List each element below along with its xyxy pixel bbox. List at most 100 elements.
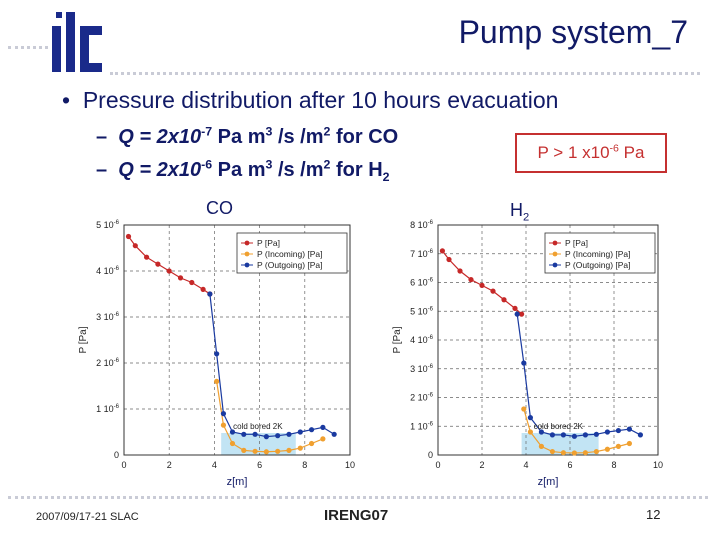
co-point-s1-3 — [241, 447, 247, 453]
h2-point-s0-2 — [457, 268, 463, 274]
co-point-s0-2 — [144, 254, 150, 260]
co-point-s0-5 — [177, 275, 184, 281]
h2-point-s1-2 — [538, 443, 544, 449]
h2-x-tick-2: 4 — [523, 460, 528, 470]
co-point-s2-12 — [331, 431, 337, 437]
h2-point-s2-1 — [521, 360, 527, 366]
h2-y-tick-2: 2 10-6 — [410, 393, 434, 403]
bullet-dot: • — [62, 87, 83, 113]
chart-h2: 0 2 4 6 8 10 0 1 10-6 2 10-6 3 10-6 4 10-6 5 10-6 6 … — [392, 220, 663, 488]
co-point-s1-6 — [275, 448, 281, 454]
h2-legend — [544, 232, 656, 274]
co-point-s1-10 — [320, 436, 326, 442]
h2-point-s1-6 — [582, 450, 588, 456]
co-point-s0-1 — [132, 243, 138, 249]
h2-point-s2-10 — [615, 427, 621, 434]
co-point-s0-4 — [166, 268, 172, 274]
co-point-s2-0 — [207, 291, 213, 297]
co-legend-marker-0 — [244, 240, 250, 246]
co-point-s2-3 — [229, 429, 236, 435]
h2-y-tick-7: 7 10-6 — [410, 249, 434, 259]
h2-series-line-2 — [516, 314, 641, 437]
footer-dots — [8, 496, 708, 499]
co-y-tick-1: 1 10-6 — [96, 404, 120, 414]
h2-point-s1-0 — [521, 406, 527, 412]
co-point-s1-0 — [214, 378, 220, 384]
h2-point-s0-6 — [501, 297, 507, 303]
h2-point-s2-12 — [637, 432, 643, 438]
h2-legend-marker-0 — [552, 240, 558, 246]
co-x-tick-1: 2 — [167, 460, 172, 470]
co-legend-label-0: P [Pa] — [257, 238, 280, 248]
h2-y-tick-1: 1 10-6 — [410, 421, 434, 431]
co-point-s1-8 — [297, 445, 303, 451]
h2-annotation: cold bored 2K — [534, 422, 584, 431]
co-point-s1-9 — [308, 440, 315, 447]
h2-point-s2-11 — [626, 426, 632, 432]
h2-y-tick-8: 8 10-6 — [410, 220, 434, 230]
co-annotation: cold bored 2K — [233, 422, 283, 431]
co-point-s2-10 — [308, 427, 315, 433]
h2-point-s2-6 — [571, 433, 577, 439]
header-dots-right — [110, 72, 700, 75]
co-point-s1-1 — [220, 422, 227, 428]
footer-conference: IRENG07 — [324, 507, 389, 524]
co-point-s0-3 — [155, 261, 161, 267]
h2-y-tick-6: 6 10-6 — [410, 278, 434, 288]
h2-x-tick-4: 8 — [611, 460, 616, 470]
h2-x-tick-1: 2 — [479, 460, 484, 470]
co-x-axis-label: z[m] — [227, 476, 248, 488]
h2-point-s1-1 — [527, 429, 533, 435]
ilc-logo: ilc — [50, 8, 102, 72]
h2-point-s2-7 — [582, 432, 588, 438]
h2-point-s2-3 — [538, 429, 544, 435]
co-point-s2-9 — [297, 429, 303, 435]
co-point-s2-11 — [320, 424, 326, 430]
h2-point-s1-9 — [615, 443, 621, 449]
h2-point-s0-5 — [490, 288, 496, 294]
h2-point-s2-8 — [593, 431, 599, 437]
co-point-s2-7 — [275, 433, 281, 439]
co-x-tick-4: 8 — [302, 460, 307, 470]
co-x-tick-5: 10 — [345, 460, 355, 470]
co-legend-label-2: P (Outgoing) [Pa] — [257, 260, 323, 270]
h2-point-s2-2 — [527, 415, 533, 421]
co-x-tick-3: 6 — [257, 460, 262, 470]
co-legend-label-1: P (Incoming) [Pa] — [257, 249, 323, 259]
logo-text: ilc — [50, 8, 51, 9]
co-point-s1-7 — [286, 447, 292, 453]
header-dots-left — [8, 46, 48, 49]
h2-y-tick-3: 3 10-6 — [410, 364, 434, 374]
co-y-tick-4: 4 10-6 — [96, 266, 120, 276]
h2-point-s1-5 — [571, 450, 577, 456]
pressure-callout: P > 1 x10-6 Pa — [515, 133, 667, 173]
h2-y-axis-label: P [Pa] — [392, 326, 403, 353]
co-y-tick-5: 5 10-6 — [96, 220, 120, 230]
h2-legend-label-0: P [Pa] — [565, 238, 588, 248]
h2-legend-label-2: P (Outgoing) [Pa] — [565, 260, 631, 270]
co-point-s1-5 — [263, 449, 269, 455]
co-legend — [236, 232, 348, 274]
h2-x-tick-3: 6 — [567, 460, 572, 470]
h2-point-s0-0 — [439, 248, 445, 254]
h2-legend-marker-2 — [552, 262, 558, 268]
h2-y-tick-4: 4 10-6 — [410, 335, 434, 345]
co-legend-marker-1 — [244, 251, 250, 257]
subbullet-h2: – Q = 2x10-6 Pa m3 /s /m2 for H2 — [96, 157, 390, 184]
footer-date-venue: 2007/09/17-21 SLAC — [36, 511, 139, 523]
co-y-axis-label: P [Pa] — [78, 326, 89, 353]
h2-point-s0-3 — [468, 277, 474, 283]
co-point-s1-4 — [252, 448, 258, 454]
co-legend-marker-2 — [244, 262, 250, 268]
co-y-tick-2: 2 10-6 — [96, 358, 120, 368]
h2-point-s1-8 — [604, 446, 610, 452]
h2-point-s1-7 — [593, 448, 599, 455]
h2-legend-label-1: P (Incoming) [Pa] — [565, 249, 631, 259]
h2-point-s1-10 — [626, 440, 632, 447]
h2-legend-marker-1 — [552, 251, 558, 257]
main-bullet: • Pressure distribution after 10 hours e… — [62, 87, 558, 114]
co-x-tick-0: 0 — [121, 460, 126, 470]
co-point-s2-6 — [263, 434, 269, 440]
co-x-tick-2: 4 — [212, 460, 217, 470]
co-point-s2-4 — [241, 431, 247, 437]
